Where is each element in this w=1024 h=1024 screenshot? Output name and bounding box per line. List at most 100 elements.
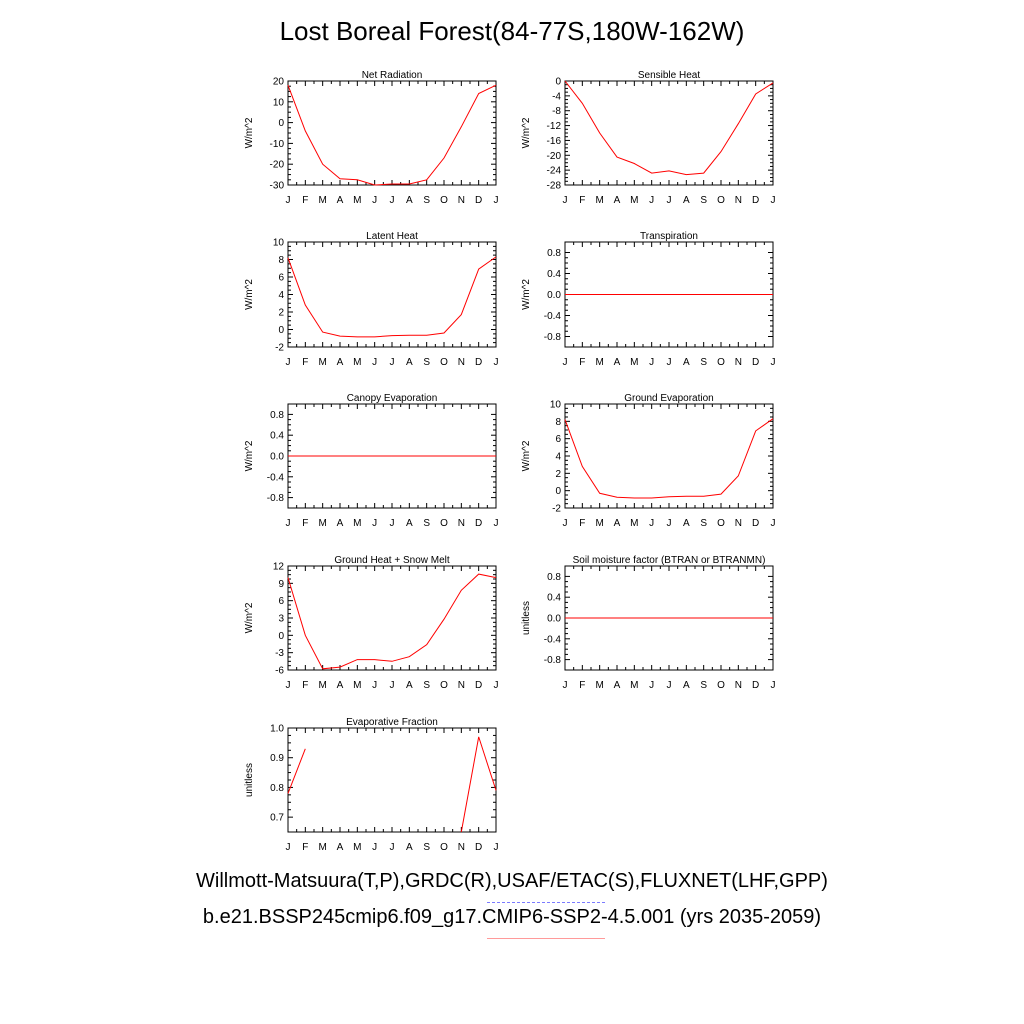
x-tick-label: J bbox=[372, 842, 377, 853]
x-tick-label: J bbox=[771, 195, 776, 206]
y-tick-label: 4 bbox=[555, 452, 561, 463]
x-tick-label: J bbox=[390, 842, 395, 853]
y-tick-label: -20 bbox=[547, 151, 562, 162]
x-tick-label: J bbox=[563, 357, 568, 368]
chart-title: Net Radiation bbox=[362, 70, 423, 81]
y-tick-label: -0.8 bbox=[544, 332, 562, 343]
chart-title: Latent Heat bbox=[366, 231, 418, 242]
y-axis-label: unitless bbox=[521, 601, 532, 635]
x-tick-label: A bbox=[406, 357, 413, 368]
x-tick-label: S bbox=[423, 518, 430, 529]
model-legend-line bbox=[487, 938, 605, 939]
x-tick-label: J bbox=[494, 195, 499, 206]
x-tick-label: M bbox=[595, 195, 603, 206]
footer-observations-sources: Willmott-Matsuura(T,P),GRDC(R),USAF/ETAC… bbox=[196, 870, 828, 892]
y-tick-label: -30 bbox=[270, 181, 285, 192]
y-tick-label: 12 bbox=[273, 562, 285, 573]
x-tick-label: A bbox=[614, 518, 621, 529]
x-tick-label: M bbox=[353, 842, 361, 853]
x-tick-label: J bbox=[390, 357, 395, 368]
x-tick-label: A bbox=[614, 680, 621, 691]
x-tick-label: N bbox=[458, 842, 465, 853]
x-tick-label: D bbox=[752, 680, 759, 691]
series-line bbox=[287, 256, 497, 338]
y-tick-label: 4 bbox=[278, 290, 284, 301]
x-tick-label: D bbox=[475, 195, 482, 206]
x-tick-label: N bbox=[458, 680, 465, 691]
x-tick-label: A bbox=[683, 518, 690, 529]
y-tick-label: 0.8 bbox=[270, 783, 284, 794]
x-tick-label: J bbox=[771, 357, 776, 368]
y-tick-label: 9 bbox=[278, 579, 284, 590]
series-line bbox=[564, 418, 774, 499]
x-tick-label: D bbox=[475, 842, 482, 853]
x-tick-label: M bbox=[630, 357, 638, 368]
series-line bbox=[287, 84, 497, 186]
x-tick-label: F bbox=[302, 842, 308, 853]
x-tick-label: A bbox=[337, 842, 344, 853]
x-tick-label: S bbox=[700, 518, 707, 529]
x-tick-label: A bbox=[614, 195, 621, 206]
y-tick-label: 0.0 bbox=[270, 452, 284, 463]
chart-panel-8: Soil moisture factor (BTRAN or BTRANMN) u… bbox=[521, 555, 776, 691]
y-tick-label: -8 bbox=[552, 106, 561, 117]
chart-title: Ground Heat + Snow Melt bbox=[334, 555, 450, 566]
x-tick-label: J bbox=[286, 518, 291, 529]
x-tick-label: N bbox=[458, 357, 465, 368]
x-tick-label: D bbox=[752, 357, 759, 368]
x-tick-label: J bbox=[649, 518, 654, 529]
x-tick-label: F bbox=[579, 357, 585, 368]
plot-frame bbox=[287, 80, 497, 186]
x-tick-label: A bbox=[683, 195, 690, 206]
x-tick-label: M bbox=[595, 357, 603, 368]
y-tick-label: 0.7 bbox=[270, 813, 284, 824]
y-tick-label: -2 bbox=[552, 504, 561, 515]
x-tick-label: J bbox=[372, 518, 377, 529]
x-tick-label: A bbox=[337, 195, 344, 206]
y-tick-label: -0.8 bbox=[267, 493, 285, 504]
x-tick-label: F bbox=[302, 357, 308, 368]
chart-title: Ground Evaporation bbox=[624, 393, 714, 404]
x-tick-label: O bbox=[440, 357, 448, 368]
y-tick-label: -3 bbox=[275, 648, 284, 659]
x-tick-label: M bbox=[595, 680, 603, 691]
series-line bbox=[287, 573, 497, 670]
x-tick-label: O bbox=[440, 518, 448, 529]
y-axis-label: W/m^2 bbox=[244, 440, 255, 471]
x-tick-label: A bbox=[337, 357, 344, 368]
x-tick-label: N bbox=[735, 357, 742, 368]
y-tick-label: 6 bbox=[555, 434, 561, 445]
x-tick-label: M bbox=[630, 680, 638, 691]
y-tick-label: 0.8 bbox=[547, 248, 561, 259]
x-tick-label: N bbox=[458, 195, 465, 206]
footer-model-case: b.e21.BSSP245cmip6.f09_g17.CMIP6-SSP2-4.… bbox=[202, 906, 822, 928]
x-tick-label: A bbox=[406, 680, 413, 691]
x-tick-label: A bbox=[337, 680, 344, 691]
x-tick-label: D bbox=[752, 195, 759, 206]
y-axis-label: W/m^2 bbox=[521, 440, 532, 471]
x-tick-label: M bbox=[595, 518, 603, 529]
x-tick-label: J bbox=[286, 842, 291, 853]
x-tick-label: F bbox=[579, 518, 585, 529]
x-tick-label: J bbox=[372, 195, 377, 206]
x-tick-label: A bbox=[406, 195, 413, 206]
x-tick-label: J bbox=[390, 680, 395, 691]
y-tick-label: -10 bbox=[270, 139, 285, 150]
x-tick-label: M bbox=[318, 518, 326, 529]
x-tick-label: S bbox=[423, 842, 430, 853]
y-tick-label: -16 bbox=[547, 136, 562, 147]
x-tick-label: J bbox=[649, 357, 654, 368]
x-tick-label: N bbox=[458, 518, 465, 529]
x-tick-label: M bbox=[353, 680, 361, 691]
y-tick-label: -2 bbox=[275, 343, 284, 354]
y-axis-label: W/m^2 bbox=[244, 117, 255, 148]
plot-frame bbox=[287, 241, 497, 348]
x-tick-label: F bbox=[302, 195, 308, 206]
y-tick-label: 10 bbox=[550, 400, 562, 411]
x-tick-label: J bbox=[667, 357, 672, 368]
